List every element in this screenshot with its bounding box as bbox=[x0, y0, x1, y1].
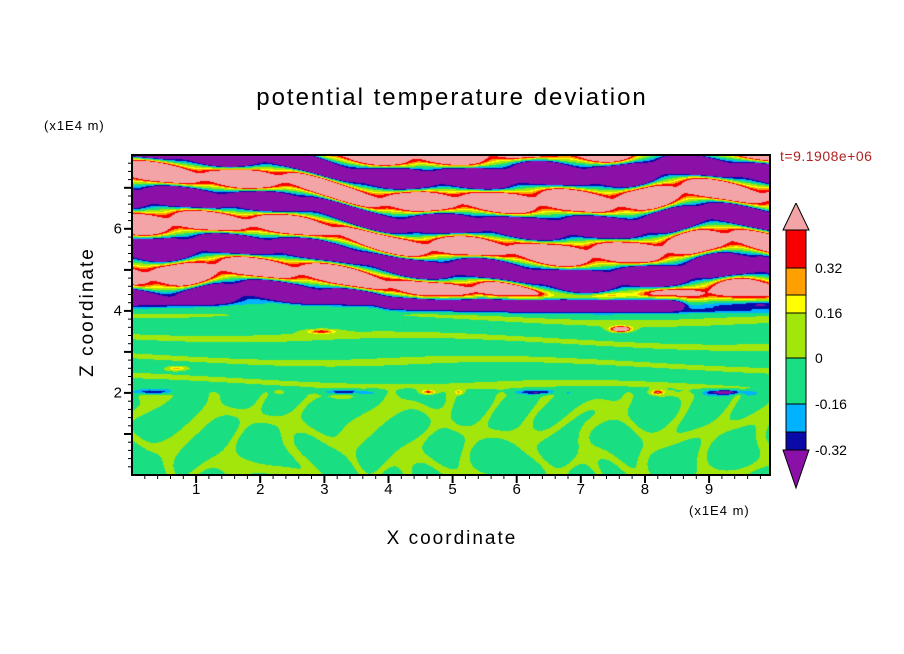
timestamp: t=9.1908e+06 bbox=[780, 148, 873, 164]
x-axis-unit: (x1E4 m) bbox=[689, 503, 750, 518]
x-tick-label: 5 bbox=[448, 481, 457, 498]
x-tick-label: 9 bbox=[704, 481, 714, 498]
contour-plot-canvas bbox=[132, 155, 770, 475]
x-tick-label: 1 bbox=[191, 481, 201, 498]
colorbar-label: 0 bbox=[815, 350, 823, 366]
colorbar-label: 0.16 bbox=[815, 305, 843, 321]
y-tick-label: 6 bbox=[113, 220, 122, 238]
colorbar-segment bbox=[785, 294, 807, 314]
x-tick-label: 4 bbox=[384, 481, 393, 498]
colorbar-bottom-arrow bbox=[782, 449, 810, 490]
colorbar-segment bbox=[785, 267, 807, 296]
colorbar-top-arrow bbox=[782, 203, 810, 231]
colorbar-label: 0.32 bbox=[815, 260, 843, 276]
y-tick-label: 4 bbox=[113, 302, 122, 320]
x-tick-label: 8 bbox=[640, 481, 650, 498]
colorbar-segment bbox=[785, 312, 807, 359]
colorbar-segment bbox=[785, 229, 807, 269]
colorbar-segment bbox=[785, 431, 807, 451]
x-tick-label: 2 bbox=[256, 481, 265, 498]
x-tick-label: 6 bbox=[512, 481, 521, 498]
chart-title: potential temperature deviation bbox=[256, 84, 648, 111]
colorbar-label: -0.16 bbox=[815, 396, 847, 412]
y-tick-label: 2 bbox=[113, 384, 122, 402]
colorbar-segment bbox=[785, 357, 807, 405]
x-tick-label: 7 bbox=[576, 481, 586, 498]
x-tick-label: 3 bbox=[320, 481, 329, 498]
colorbar-label: -0.32 bbox=[815, 442, 847, 458]
y-axis-unit: (x1E4 m) bbox=[44, 118, 105, 133]
x-axis-label: X coordinate bbox=[386, 528, 518, 549]
colorbar-segment bbox=[785, 403, 807, 433]
colorbar bbox=[782, 203, 810, 490]
